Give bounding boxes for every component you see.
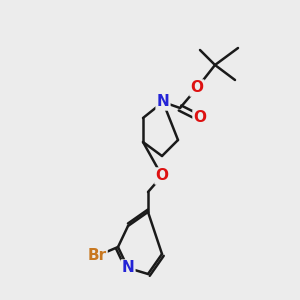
- Text: N: N: [157, 94, 169, 110]
- Text: O: O: [190, 80, 203, 95]
- Text: Br: Br: [87, 248, 106, 263]
- Text: N: N: [122, 260, 134, 275]
- Text: O: O: [194, 110, 206, 125]
- Text: O: O: [155, 169, 169, 184]
